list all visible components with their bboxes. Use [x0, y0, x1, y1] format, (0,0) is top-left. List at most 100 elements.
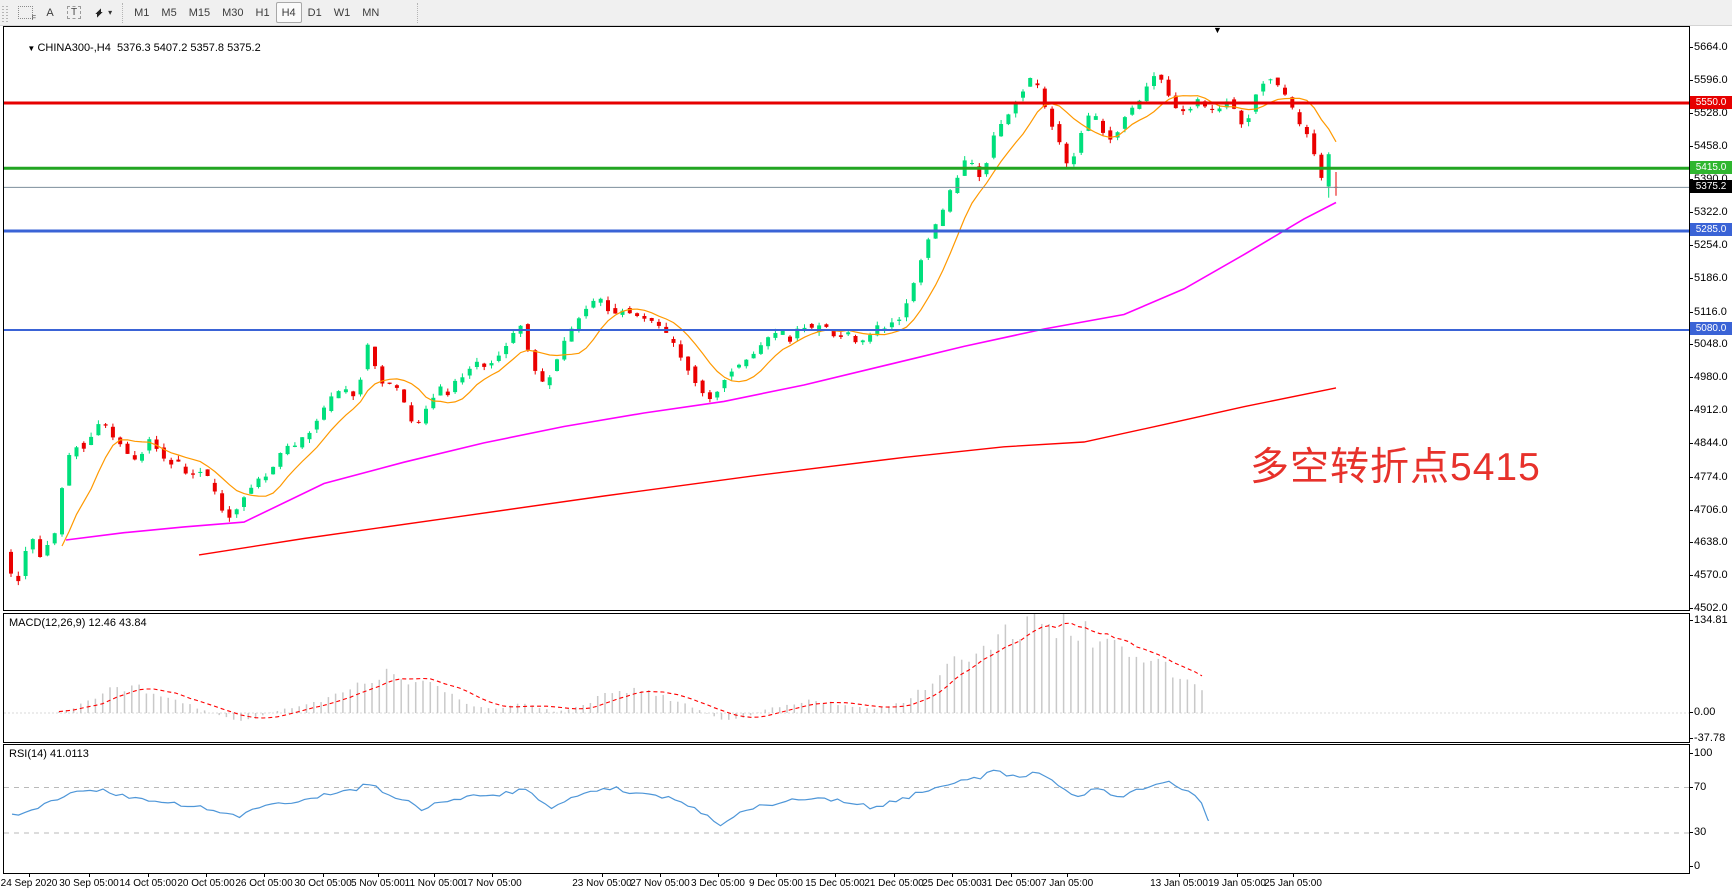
timeframe-button-m30[interactable]: M30 — [222, 6, 244, 19]
price-tick-label: 5458.0 — [1694, 140, 1728, 152]
time-tick-label: 13 Jan 05:00 — [1150, 878, 1208, 889]
price-tick-label: 5116.0 — [1694, 306, 1727, 318]
time-tick — [323, 874, 324, 877]
time-tick — [835, 874, 836, 877]
time-tick — [378, 874, 379, 877]
timeframe-button-mn[interactable]: MN — [362, 6, 380, 19]
time-tick-label: 27 Nov 05:00 — [630, 878, 690, 889]
chevron-down-icon: ▾ — [108, 8, 113, 17]
time-tick-label: 23 Nov 05:00 — [572, 878, 632, 889]
price-tick-label: 4502.0 — [1694, 602, 1728, 614]
time-tick — [492, 874, 493, 877]
time-tick — [894, 874, 895, 877]
time-tick — [264, 874, 265, 877]
time-tick — [1179, 874, 1180, 877]
time-tick-label: 26 Oct 05:00 — [235, 878, 293, 889]
price-level-badge: 5080.0 — [1690, 322, 1732, 335]
price-tick-label: 4638.0 — [1694, 536, 1728, 548]
timeframe-button-m15[interactable]: M15 — [188, 6, 211, 19]
time-tick — [89, 874, 90, 877]
price-tick-label: 5596.0 — [1694, 74, 1728, 86]
time-tick — [1067, 874, 1068, 877]
price-level-badge: 5415.0 — [1690, 161, 1732, 174]
macd-tick-label: -37.78 — [1694, 732, 1726, 744]
macd-panel[interactable]: MACD(12,26,9) 12.46 43.84 — [3, 613, 1690, 743]
time-tick-label: 24 Sep 2020 — [0, 878, 58, 889]
dotted-grid-icon: F — [18, 6, 36, 22]
time-tick-label: 17 Nov 05:00 — [462, 878, 522, 889]
rsi-tick-label: 30 — [1694, 826, 1707, 838]
candlestick-chart-canvas[interactable] — [4, 27, 1689, 610]
time-tick-label: 30 Oct 05:00 — [294, 878, 352, 889]
diagonal-arrows-icon — [93, 7, 105, 19]
rsi-label: RSI(14) 41.0113 — [9, 748, 89, 760]
time-tick-label: 14 Oct 05:00 — [119, 878, 177, 889]
macd-label: MACD(12,26,9) 12.46 43.84 — [9, 617, 147, 629]
time-tick — [1293, 874, 1294, 877]
current-price-badge: 5375.2 — [1690, 180, 1732, 193]
time-tick-label: 25 Jan 05:00 — [1264, 878, 1322, 889]
time-tick — [206, 874, 207, 877]
price-tick-label: 5186.0 — [1694, 272, 1728, 284]
chart-title: ▼ CHINA300-,H4 5376.3 5407.2 5357.8 5375… — [9, 30, 261, 66]
price-level-badge: 5550.0 — [1690, 96, 1732, 109]
time-tick-label: 15 Dec 05:00 — [805, 878, 865, 889]
timeframe-button-w1[interactable]: W1 — [333, 6, 351, 19]
toolbar-separator — [417, 2, 419, 23]
timeframe-button-m1[interactable]: M1 — [134, 6, 150, 19]
symbol-timeframe-label: CHINA300-,H4 — [37, 42, 111, 54]
rsi-tick-label: 70 — [1694, 781, 1707, 793]
time-tick-label: 5 Nov 05:00 — [351, 878, 405, 889]
macd-chart-canvas[interactable] — [4, 614, 1689, 742]
time-tick — [952, 874, 953, 877]
chart-grid-button[interactable]: F — [12, 2, 39, 23]
time-tick — [148, 874, 149, 877]
toolbar-separator — [122, 2, 124, 23]
arrow-tool-button[interactable]: A — [46, 6, 54, 19]
timeframe-button-h4[interactable]: H4 — [275, 2, 302, 23]
price-tick-label: 4844.0 — [1694, 437, 1728, 449]
time-tick-label: 9 Dec 05:00 — [749, 878, 803, 889]
price-tick-label: 4980.0 — [1694, 371, 1728, 383]
rsi-tick-label: 100 — [1694, 747, 1713, 759]
price-level-badge: 5285.0 — [1690, 223, 1732, 236]
text-tool-button[interactable]: T — [61, 2, 87, 23]
macd-tick-label: 0.00 — [1694, 706, 1716, 718]
macd-tick-label: 134.81 — [1694, 614, 1728, 626]
time-tick-label: 7 Jan 05:00 — [1040, 878, 1094, 889]
price-tick-label: 4570.0 — [1694, 569, 1728, 581]
rsi-panel[interactable]: RSI(14) 41.0113 — [3, 744, 1690, 874]
timeframe-button-d1[interactable]: D1 — [307, 6, 322, 19]
time-axis[interactable]: 24 Sep 2020 30 Sep 05:00 14 Oct 05:00 20 Oc… — [0, 874, 1690, 893]
price-tick-label: 5048.0 — [1694, 338, 1728, 350]
time-tick — [434, 874, 435, 877]
time-tick — [776, 874, 777, 877]
time-tick — [29, 874, 30, 877]
timeframe-group: M1 M5 M15 M30 H1 H4 D1 W1 MN — [128, 2, 385, 23]
time-tick — [1011, 874, 1012, 877]
time-tick-label: 20 Oct 05:00 — [177, 878, 235, 889]
main-chart-panel[interactable]: ▼ CHINA300-,H4 5376.3 5407.2 5357.8 5375… — [3, 26, 1690, 611]
arrows-dropdown-button[interactable]: ▾ — [87, 2, 118, 23]
chart-shift-marker-icon[interactable]: ▼ — [1213, 25, 1222, 35]
timeframe-button-h1[interactable]: H1 — [255, 6, 270, 19]
toolbar-grip[interactable] — [2, 3, 9, 22]
time-tick — [660, 874, 661, 877]
collapse-triangle-icon[interactable]: ▼ — [27, 44, 38, 53]
time-tick-label: 19 Jan 05:00 — [1208, 878, 1266, 889]
text-tool-icon: T — [67, 6, 82, 19]
time-tick-label: 30 Sep 05:00 — [59, 878, 119, 889]
time-tick — [602, 874, 603, 877]
ohlc-values-label: 5376.3 5407.2 5357.8 5375.2 — [116, 42, 261, 54]
time-tick-label: 11 Nov 05:00 — [404, 878, 464, 889]
rsi-chart-canvas[interactable] — [4, 745, 1689, 873]
time-tick-label: 3 Dec 05:00 — [691, 878, 745, 889]
time-tick-label: 31 Dec 05:00 — [981, 878, 1041, 889]
rsi-tick-label: 0 — [1694, 860, 1701, 872]
time-tick — [718, 874, 719, 877]
timeframe-button-m5[interactable]: M5 — [161, 6, 177, 19]
price-tick-label: 5254.0 — [1694, 239, 1728, 251]
price-tick-label: 4912.0 — [1694, 404, 1728, 416]
price-tick-label: 4706.0 — [1694, 504, 1728, 516]
